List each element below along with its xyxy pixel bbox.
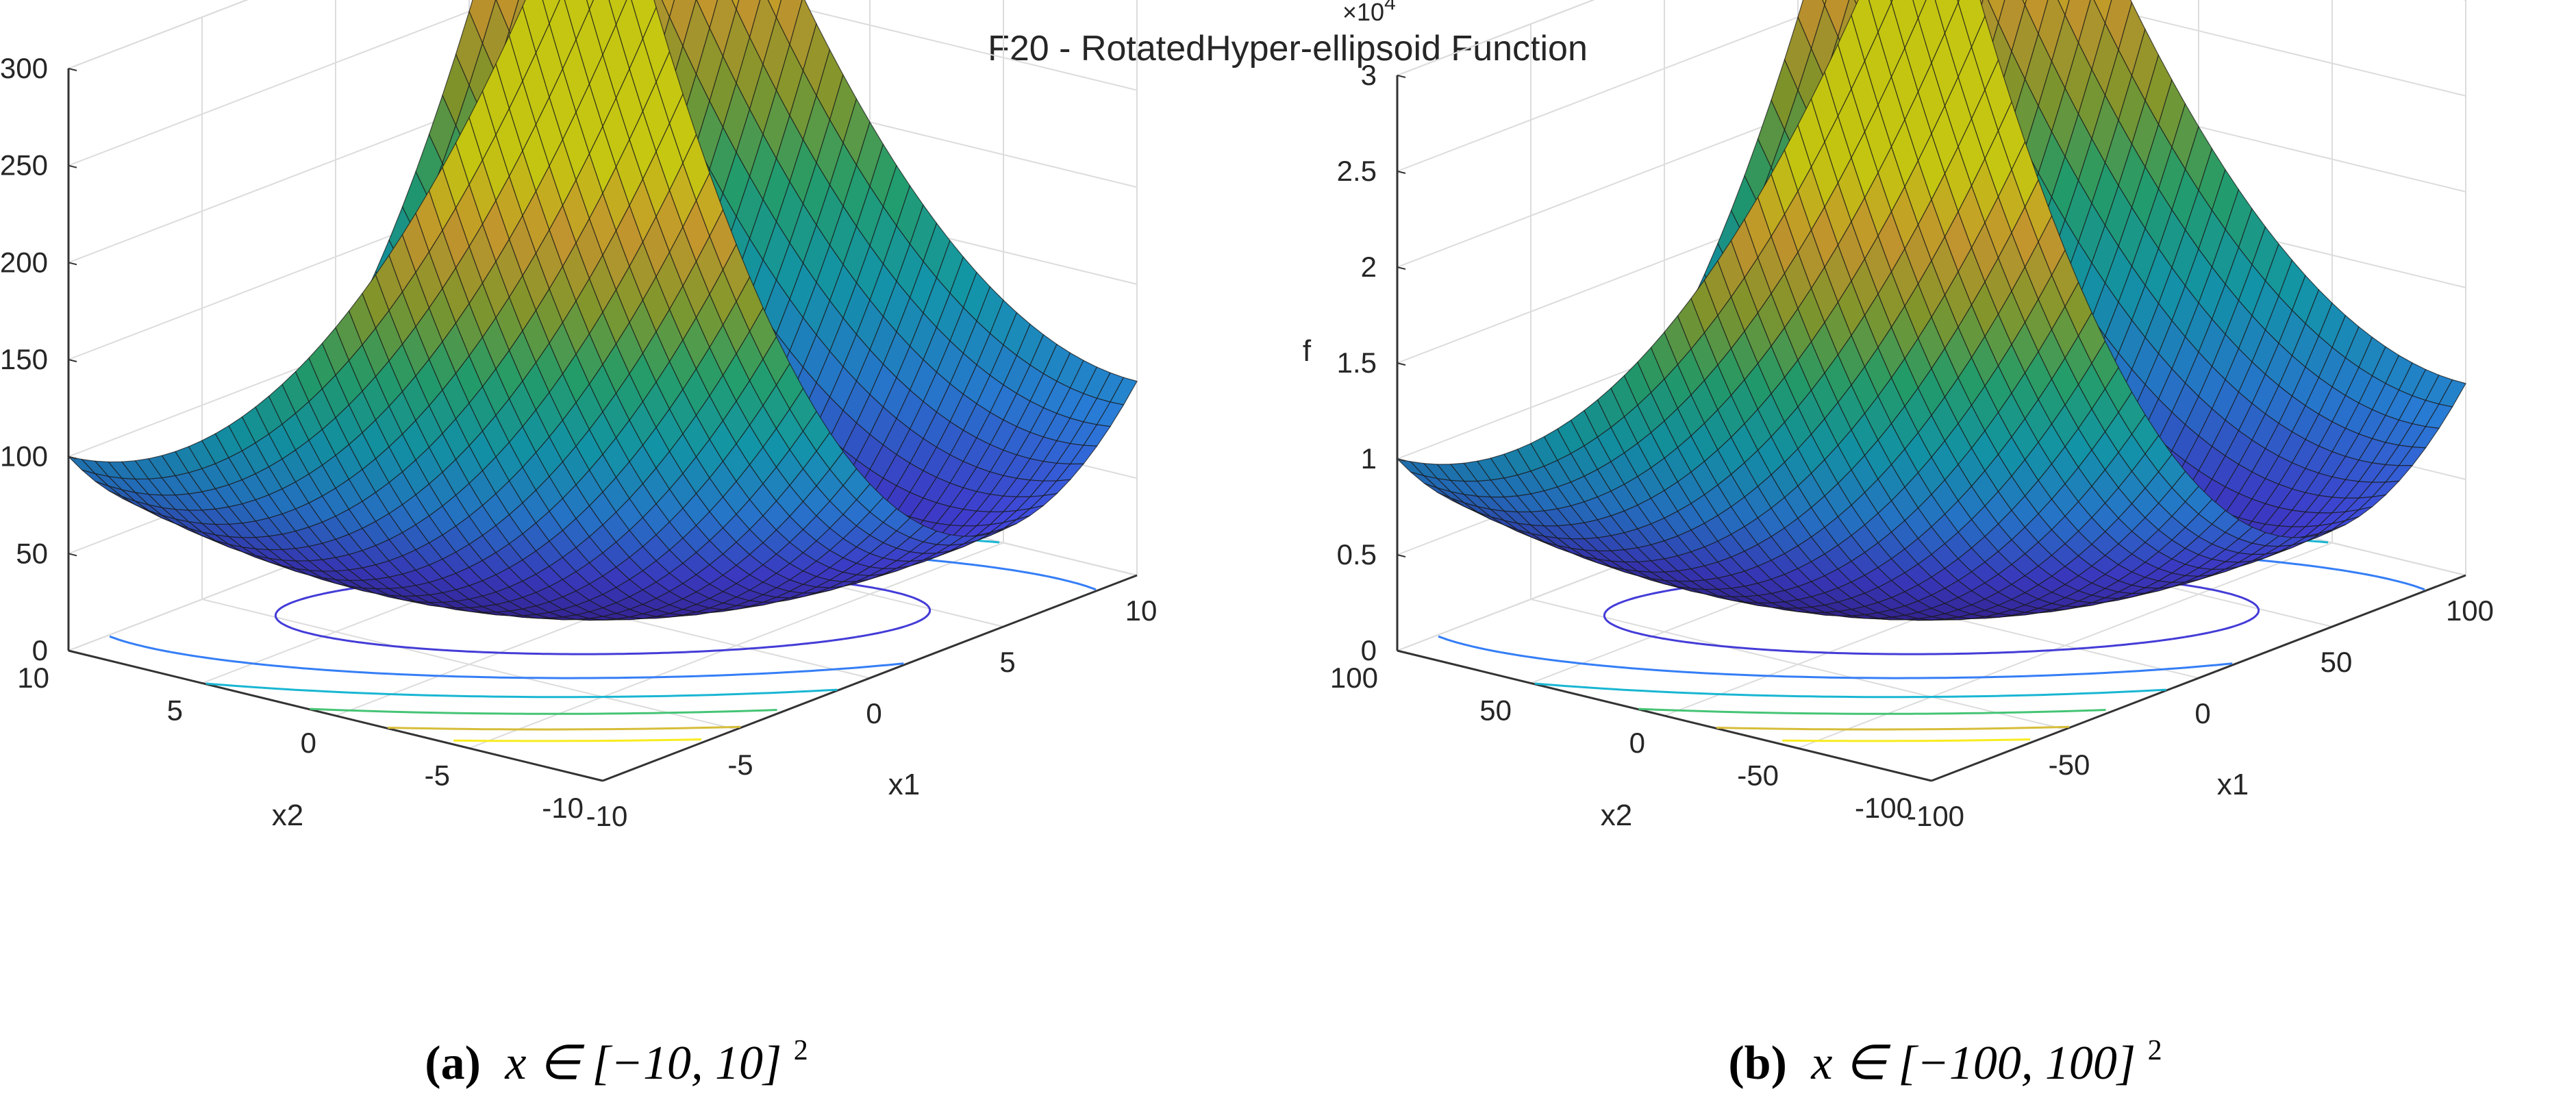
y-tick-label: -5 [425, 760, 450, 792]
tick-labels: 0 50 100 150 200 250 300 -10 -5 0 5 10 -10 -5 0 5 10 [0, 52, 1157, 832]
z-tick-label: 2.5 [1337, 155, 1377, 187]
surface-patch [1934, 0, 1959, 34]
z-tick-label: 100 [0, 440, 48, 473]
caption-a-math: x ∈ [−10, 10] [504, 1037, 781, 1090]
panel-b: 0 0.5 1 1.5 2 2.5 3 -100 -50 0 50 100 -100 -50 0 50 100 f… [1303, 0, 2494, 832]
caption-a: (a) x ∈ [−10, 10] 2 [425, 1035, 808, 1090]
z-tick-label: 2 [1361, 251, 1377, 283]
surface-patch [1958, 0, 1986, 49]
z-tick-mark [68, 553, 77, 557]
z-tick-label: 0 [1361, 634, 1377, 666]
z-tick-label: 300 [0, 52, 48, 84]
y-tick-label: -50 [1737, 760, 1779, 792]
z-tick-mark [1397, 266, 1406, 270]
z-tick-mark [68, 455, 77, 460]
x-axis-line [602, 574, 1138, 782]
x-tick-label: -100 [1907, 800, 1964, 832]
caption-b-math: x ∈ [−100, 100] [1810, 1037, 2136, 1090]
surface-patch [1957, 0, 1960, 4]
y-tick-label: 0 [301, 727, 316, 759]
z-tick-label: 150 [0, 343, 48, 375]
y-gridline [468, 0, 1004, 749]
surface-patch [564, 0, 590, 41]
surface-patch [767, 0, 782, 19]
y-axis-label: x2 [272, 799, 303, 832]
caption-b: (b) x ∈ [−100, 100] 2 [1728, 1035, 2162, 1090]
caption-b-exp: 2 [2148, 1035, 2162, 1066]
y-tick-label: 100 [1330, 662, 1378, 694]
z-tick-label: 250 [0, 149, 48, 181]
z-gridline [1397, 0, 2466, 76]
surface-patch [661, 0, 675, 18]
surface-patch [586, 0, 594, 11]
y-tick-label: 10 [17, 662, 49, 694]
z-tick-label: 50 [16, 537, 48, 569]
z-gridline [1397, 0, 2466, 172]
z-axis-label: f [1303, 334, 1312, 368]
z-tick-label: 0 [32, 634, 48, 666]
panel-a: 050100150200250300-10-50510-10-50510fx1x… [0, 0, 1157, 832]
x-tick-label: 5 [999, 646, 1015, 678]
z-tick-mark [1397, 554, 1406, 558]
z-tick-mark [68, 164, 77, 168]
z-tick-mark [1397, 458, 1406, 462]
z-tick-label: 1.5 [1337, 347, 1377, 379]
y-gridline [1797, 0, 2333, 749]
x-tick-label: 10 [1125, 594, 1158, 627]
surface-patch [1868, 0, 1892, 34]
z-tick-label: 3 [1361, 59, 1377, 91]
figure-title: F20 - RotatedHyper-ellipsoid Function [988, 29, 1588, 68]
z-tick-mark [1397, 75, 1406, 78]
y-tick-label: -100 [1855, 792, 1912, 824]
surface-patch [631, 0, 657, 40]
x-axis-label: x1 [888, 768, 920, 801]
surface-patch [542, 0, 560, 25]
surface [67, 0, 1138, 621]
y-axis-line [68, 649, 603, 782]
z-tick-label: 200 [0, 246, 48, 278]
caption-a-label: (a) [425, 1037, 481, 1090]
x-tick-label: 0 [2194, 697, 2210, 729]
surface-patch [608, 0, 627, 26]
z-exponent-label: ×104 [1342, 0, 1396, 26]
y-tick-label: 0 [1629, 727, 1645, 759]
caption-a-exp: 2 [794, 1035, 808, 1066]
surface [1396, 0, 2466, 621]
z-tick-label: 1 [1361, 442, 1377, 475]
tick-labels: 0 0.5 1 1.5 2 2.5 3 -100 -50 0 50 100 -100 -50 0 50 100 [1330, 59, 2494, 832]
z-tick-label: 0.5 [1337, 538, 1377, 571]
x-tick-label: -5 [727, 749, 753, 781]
z-tick-mark [68, 68, 77, 71]
z-tick-mark [1397, 362, 1406, 366]
z-tick-mark [1397, 171, 1406, 174]
caption-b-label: (b) [1728, 1037, 1787, 1090]
z-gridline [68, 0, 1138, 166]
x-axis-line [1931, 574, 2466, 782]
y-axis-line [1397, 649, 1932, 782]
x-axis-label: x1 [2217, 768, 2249, 801]
x-tick-label: -50 [2049, 749, 2090, 781]
x-tick-label: -10 [586, 800, 628, 832]
x-tick-label: 0 [866, 697, 881, 729]
y-axis-label: x2 [1601, 799, 1632, 832]
z-tick-mark [68, 650, 77, 653]
surface-patch [731, 0, 740, 11]
z-tick-mark [68, 262, 77, 266]
surface-patch [1912, 0, 1927, 20]
surface-patch [2058, 0, 2070, 16]
y-tick-label: 5 [167, 694, 183, 727]
surface-patch [1890, 0, 1893, 4]
y-tick-label: 50 [1479, 694, 1512, 727]
y-tick-label: -10 [542, 792, 584, 824]
x-tick-label: 50 [2321, 646, 2353, 678]
z-tick-mark [1397, 650, 1406, 653]
z-tick-mark [68, 359, 77, 362]
x-tick-label: 100 [2446, 594, 2494, 627]
